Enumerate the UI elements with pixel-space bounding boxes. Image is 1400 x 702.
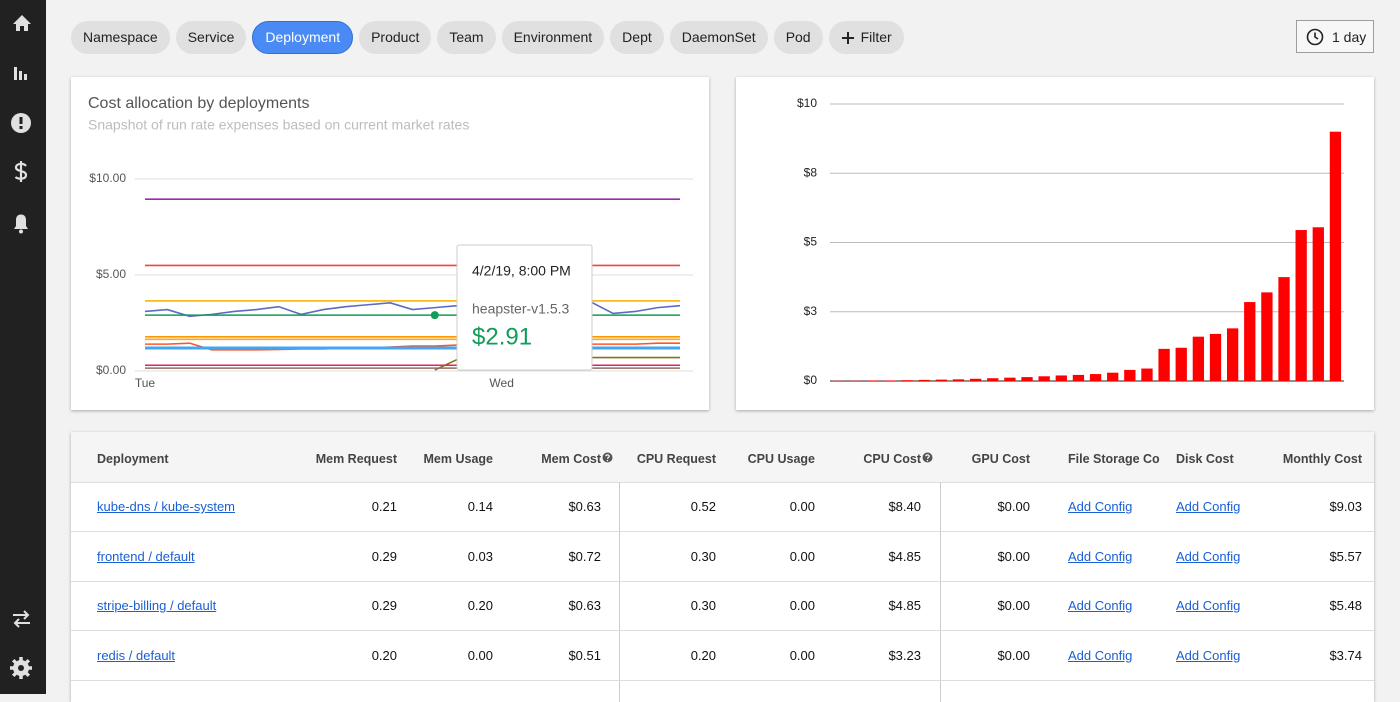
- bar: [970, 379, 981, 381]
- bar: [1141, 369, 1152, 381]
- bar: [901, 380, 912, 381]
- bar: [987, 378, 998, 381]
- bar: [1313, 227, 1324, 381]
- bar: [1056, 375, 1067, 381]
- bar: [1004, 378, 1015, 381]
- bar: [1176, 348, 1187, 381]
- chart-subtitle: Snapshot of run rate expenses based on c…: [88, 117, 469, 133]
- bar: [1124, 370, 1135, 381]
- bar: [1039, 376, 1050, 381]
- y-tick-label: $0: [804, 373, 818, 387]
- bar: [1296, 230, 1307, 381]
- tooltip-title: 4/2/19, 8:00 PM: [472, 263, 571, 279]
- bar: [953, 379, 964, 381]
- hover-point: [431, 311, 439, 319]
- y-tick-label: $5.00: [96, 267, 126, 281]
- y-tick-label: $10: [797, 96, 817, 110]
- bar: [1278, 277, 1289, 381]
- bar: [936, 380, 947, 381]
- bar: [1021, 377, 1032, 381]
- bar: [1107, 373, 1118, 381]
- tooltip-value: $2.91: [472, 323, 532, 350]
- bar: [1158, 349, 1169, 381]
- bar: [1330, 132, 1341, 381]
- bar: [1261, 292, 1272, 381]
- bar: [1090, 374, 1101, 381]
- y-tick-label: $3: [804, 304, 818, 318]
- series-line: [145, 302, 680, 316]
- tooltip-series: heapster-v1.5.3: [472, 301, 569, 317]
- chart-title: Cost allocation by deployments: [88, 95, 309, 112]
- bar: [1073, 375, 1084, 381]
- bar: [1244, 302, 1255, 381]
- y-tick-label: $0.00: [96, 363, 126, 377]
- x-tick-label: Wed: [489, 376, 513, 390]
- y-tick-label: $5: [804, 235, 818, 249]
- bar: [1210, 334, 1221, 381]
- bar: [884, 380, 895, 381]
- bar: [919, 380, 930, 381]
- bar: [1193, 337, 1204, 381]
- y-tick-label: $8: [804, 165, 818, 179]
- bar: [1227, 328, 1238, 381]
- bar: [867, 380, 878, 381]
- x-tick-label: Tue: [135, 376, 156, 390]
- y-tick-label: $10.00: [89, 171, 126, 185]
